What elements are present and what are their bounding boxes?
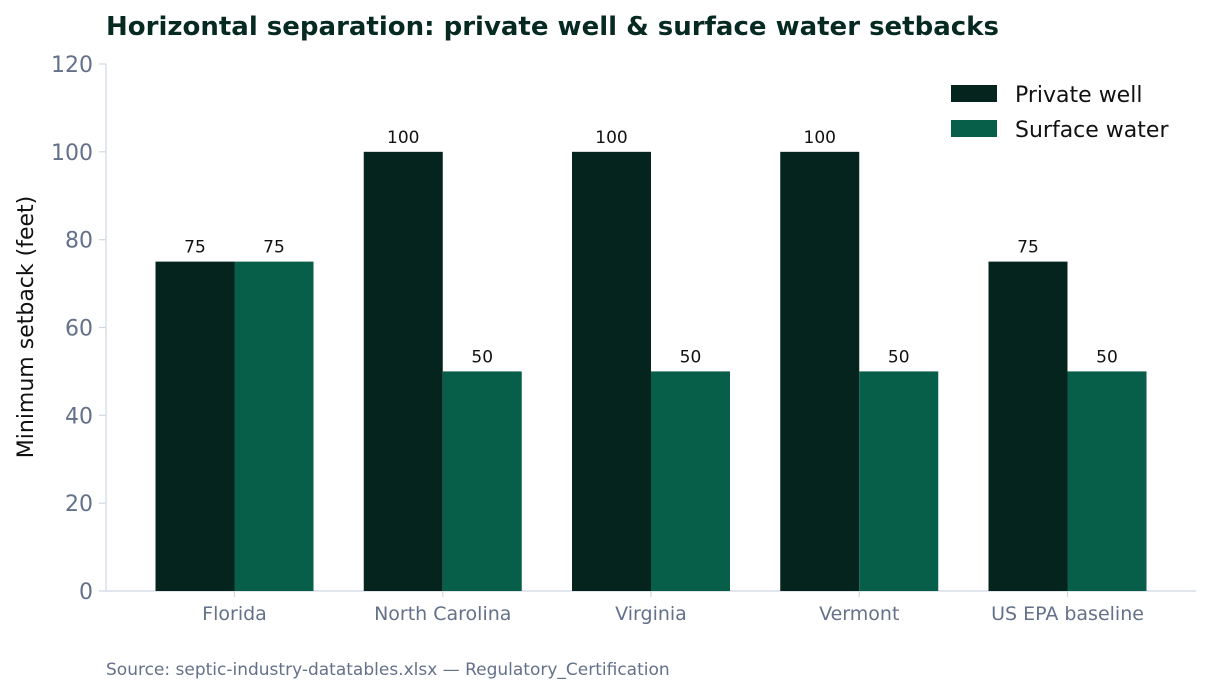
x-tick-label: North Carolina bbox=[374, 603, 511, 625]
y-axis-label: Minimum setback (feet) bbox=[14, 196, 39, 458]
bar-private-well bbox=[155, 261, 235, 591]
bar-surface-water bbox=[651, 371, 730, 591]
y-tick-label: 80 bbox=[65, 229, 93, 254]
x-tick-label: Florida bbox=[202, 603, 267, 625]
bar-surface-water bbox=[234, 261, 314, 591]
y-tick-label: 100 bbox=[51, 141, 93, 166]
bar-surface-water bbox=[442, 371, 522, 591]
legend-label: Private well bbox=[1015, 83, 1142, 108]
legend-swatch bbox=[951, 120, 997, 137]
x-tick-label: US EPA baseline bbox=[991, 603, 1144, 625]
data-label: 75 bbox=[1017, 238, 1039, 258]
data-label: 50 bbox=[680, 347, 702, 367]
data-label: 50 bbox=[471, 347, 493, 367]
chart-title: Horizontal separation: private well & su… bbox=[106, 12, 999, 42]
source-note: Source: septic-industry-datatables.xlsx … bbox=[106, 660, 670, 680]
legend-label: Surface water bbox=[1015, 118, 1169, 143]
y-tick-label: 60 bbox=[65, 317, 93, 342]
y-tick-label: 0 bbox=[79, 580, 93, 605]
legend-swatch bbox=[951, 85, 997, 102]
x-tick-label: Virginia bbox=[615, 603, 687, 625]
y-tick-label: 120 bbox=[51, 53, 93, 78]
y-tick-label: 40 bbox=[65, 404, 93, 429]
bar-private-well bbox=[363, 151, 443, 592]
data-label: 50 bbox=[888, 347, 910, 367]
data-label: 100 bbox=[387, 128, 419, 148]
data-label: 75 bbox=[184, 238, 206, 258]
data-label: 100 bbox=[595, 128, 627, 148]
bar-private-well bbox=[572, 151, 651, 592]
bar-surface-water bbox=[1067, 371, 1147, 591]
data-label: 75 bbox=[263, 238, 285, 258]
data-label: 100 bbox=[804, 128, 836, 148]
y-tick-label: 20 bbox=[65, 492, 93, 517]
bar-private-well bbox=[988, 261, 1068, 591]
bar-surface-water bbox=[859, 371, 939, 591]
plot-area: 0 20 40 60 80 100 120 Florida 75 75 North Carolina… bbox=[51, 53, 1196, 625]
data-label: 50 bbox=[1096, 347, 1118, 367]
bar-private-well bbox=[780, 151, 860, 592]
x-tick-label: Vermont bbox=[819, 603, 899, 625]
legend: Private well Surface water bbox=[951, 83, 1169, 143]
